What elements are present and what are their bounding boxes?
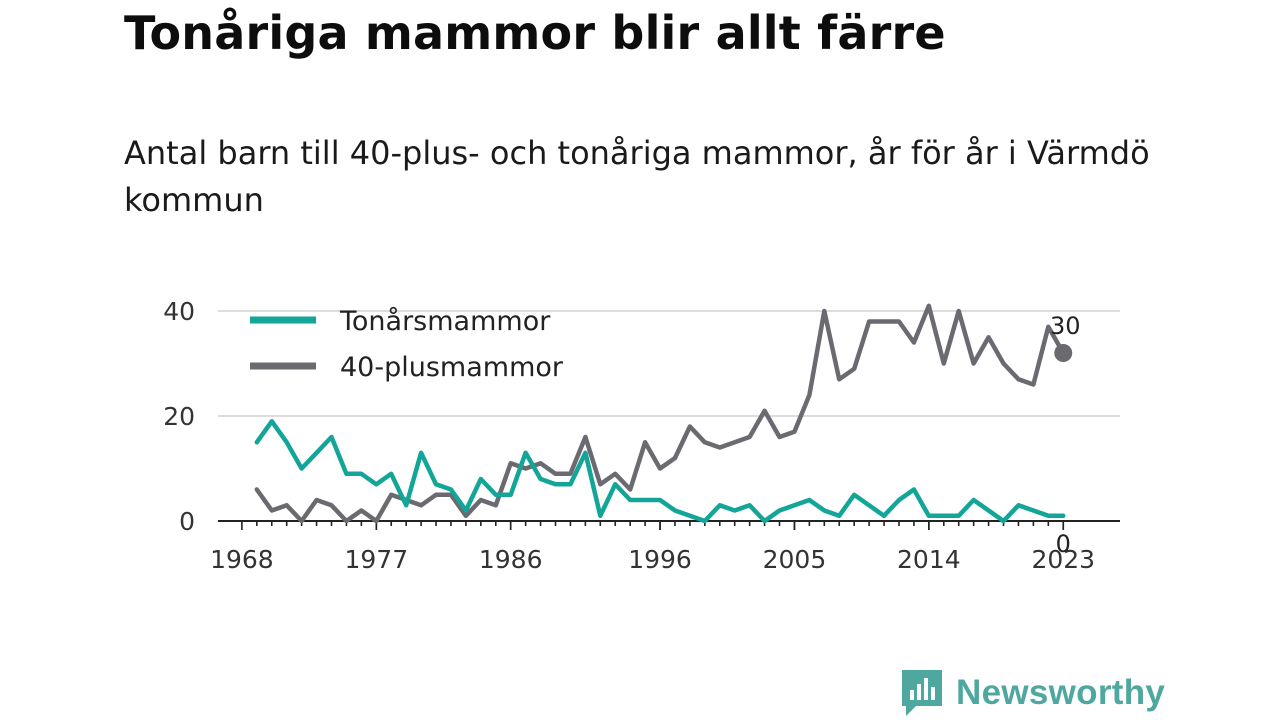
end-marker-40-plus xyxy=(1054,344,1073,362)
x-tick-label: 1968 xyxy=(210,545,274,574)
end-label-tonars: 0 xyxy=(1056,530,1071,558)
series-lines xyxy=(254,303,1066,524)
x-tick-label: 2005 xyxy=(763,545,827,574)
legend-label: Tonårsmammor xyxy=(339,306,551,337)
newsworthy-brand: Newsworthy xyxy=(902,670,1165,716)
x-axis: 1968 1977 1986 1996 2005 2014 2023 xyxy=(210,520,1120,574)
end-label-40-plus: 30 xyxy=(1050,312,1081,340)
y-tick-label: 20 xyxy=(163,402,195,431)
y-axis: 0 20 40 xyxy=(163,297,195,536)
legend-label: 40-plusmammor xyxy=(340,352,564,383)
x-tick-label: 2023 xyxy=(1031,545,1095,574)
newsworthy-logo-icon xyxy=(902,670,942,716)
x-tick-label: 1986 xyxy=(479,545,543,574)
series-line-40-plusmammor xyxy=(254,303,1066,524)
x-tick-label: 1977 xyxy=(344,545,408,574)
series-line-tonarsmammor xyxy=(254,419,1066,524)
x-tick-label: 2014 xyxy=(897,545,961,574)
chart-title: Tonåriga mammor blir allt färre xyxy=(124,6,946,60)
brand-name: Newsworthy xyxy=(956,673,1166,712)
x-tick-label: 1996 xyxy=(628,545,692,574)
y-tick-label: 0 xyxy=(179,507,195,536)
end-labels: 30 0 xyxy=(1050,312,1081,558)
legend: Tonårsmammor 40-plusmammor xyxy=(250,306,564,383)
chart-subtitle: Antal barn till 40-plus- och tonåriga ma… xyxy=(124,134,1150,219)
y-tick-label: 40 xyxy=(163,297,195,326)
gridlines xyxy=(218,310,1120,417)
